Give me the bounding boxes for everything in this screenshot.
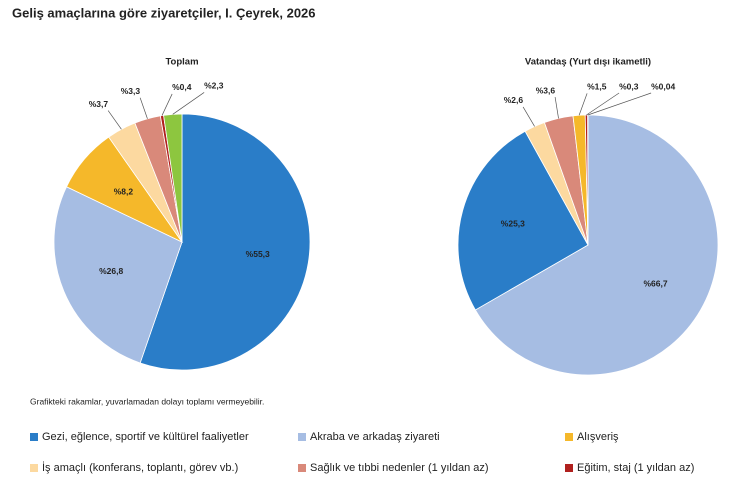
leader-line: [161, 93, 173, 116]
leader-line: [578, 93, 588, 116]
slice-label: %0,4: [172, 82, 192, 92]
pie-slice: [53, 186, 183, 364]
slice-label: %26,8: [99, 266, 123, 276]
slice-label: %66,7: [643, 278, 667, 288]
leader-line: [172, 92, 205, 115]
legend-swatch: [30, 433, 38, 441]
legend-swatch: [298, 433, 306, 441]
legend-swatch: [565, 464, 573, 472]
slice-label: %2,3: [204, 81, 224, 91]
slice-label: %1,5: [587, 82, 607, 92]
slice-label: %2,6: [504, 95, 524, 105]
slice-label: %55,3: [246, 249, 270, 259]
legend-swatch: [298, 464, 306, 472]
legend-label: Sağlık ve tıbbi nedenler (1 yıldan az): [310, 462, 489, 474]
slice-label: %8,2: [114, 187, 134, 197]
pie-slice: [139, 113, 311, 371]
slice-label: %0,04: [651, 81, 675, 91]
note: Grafikteki rakamlar, yuvarlamadan dolayı…: [30, 396, 264, 406]
pie-slice: [474, 114, 719, 376]
leader-line: [107, 110, 122, 130]
leader-line: [522, 106, 535, 127]
legend-label: Alışveriş: [577, 431, 619, 443]
leader-line: [587, 92, 652, 116]
leader-line: [554, 97, 559, 119]
page-title: Geliş amaçlarına göre ziyaretçiler, I. Ç…: [12, 5, 316, 20]
legend-label: Eğitim, staj (1 yıldan az): [577, 462, 694, 474]
slice-label: %3,7: [89, 99, 109, 109]
legend-swatch: [30, 464, 38, 472]
pie-slice: [457, 130, 589, 311]
legend-label: İş amaçlı (konferans, toplantı, görev vb…: [42, 461, 238, 474]
slice-label: %3,6: [536, 85, 556, 95]
legend-label: Gezi, eğlence, sportif ve kültürel faali…: [42, 431, 249, 443]
slice-label: %0,3: [619, 81, 639, 91]
legend-label: Akraba ve arkadaş ziyareti: [310, 431, 440, 443]
legend-swatch: [565, 433, 573, 441]
slice-label: %3,3: [121, 86, 141, 96]
leader-line: [586, 92, 620, 116]
slice-label: %25,3: [501, 218, 525, 228]
pie-title: Vatandaş (Yurt dışı ikametli): [525, 57, 651, 68]
leader-line: [139, 97, 148, 119]
pie-title: Toplam: [165, 57, 198, 68]
